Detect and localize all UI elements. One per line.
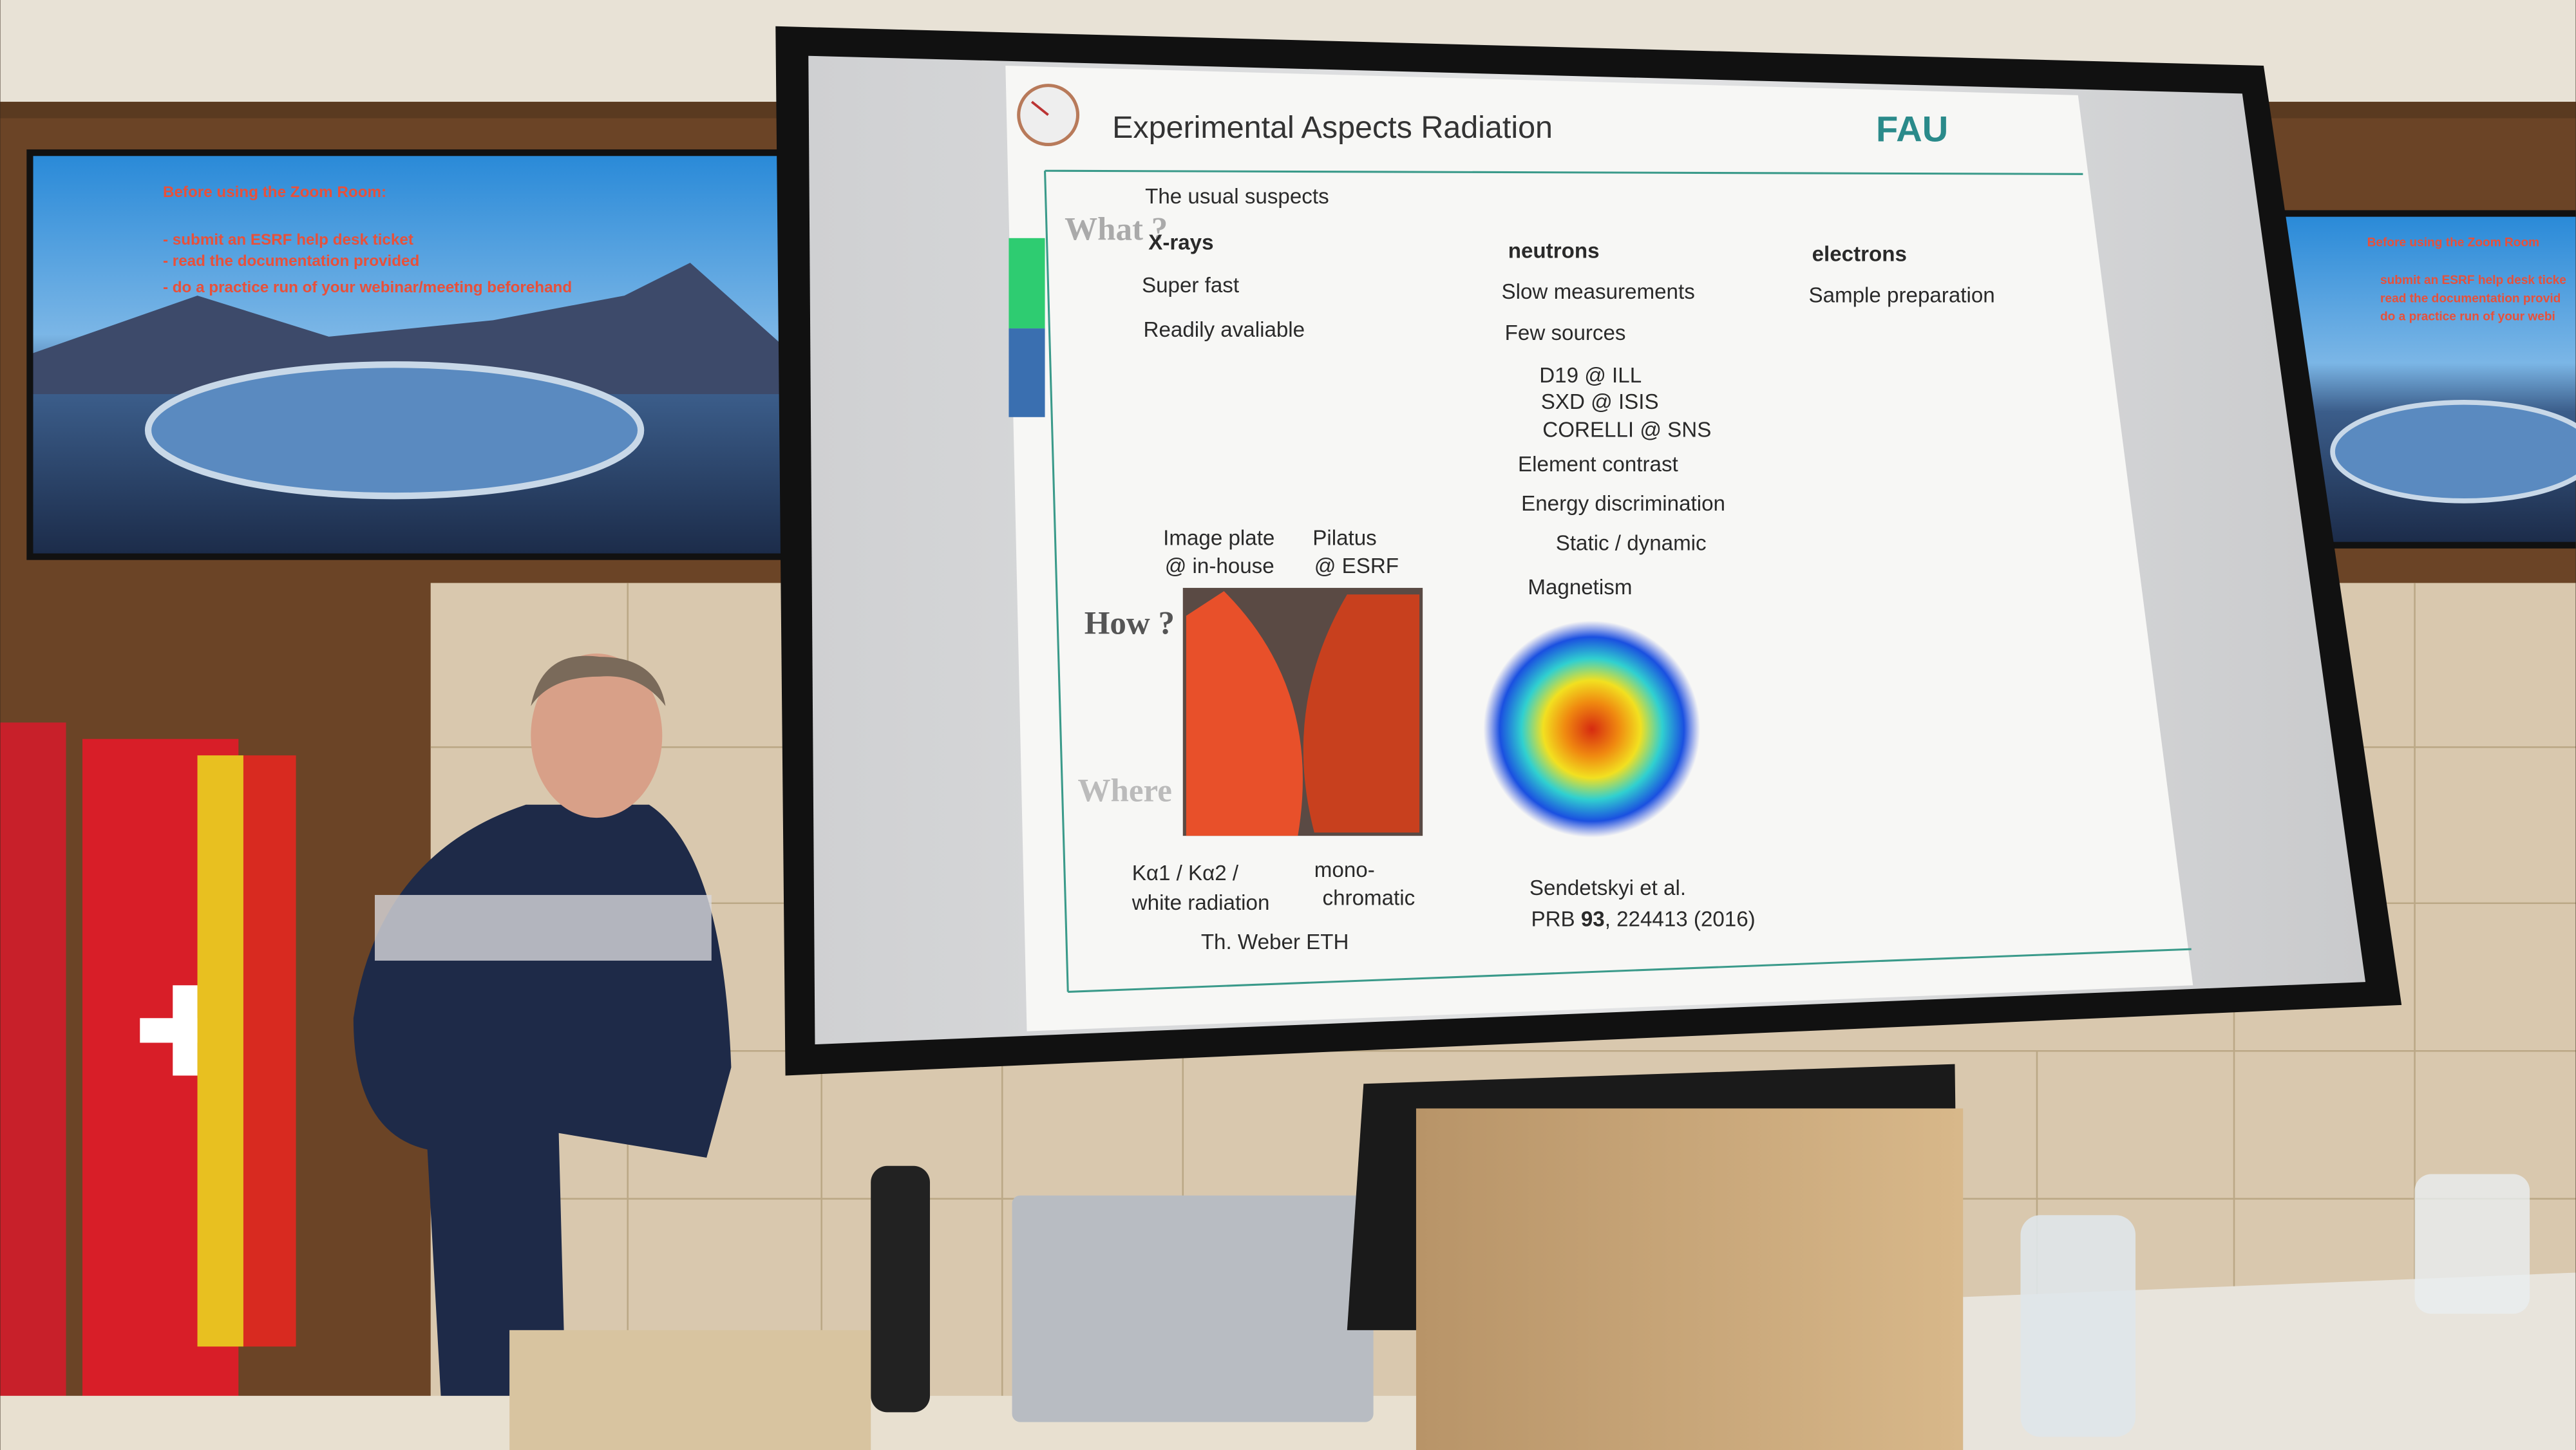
slide-text: Kα1 / Kα2 /: [1132, 862, 1239, 885]
slide-text: Super fast: [1142, 274, 1239, 297]
magnetism-map: [1483, 621, 1701, 838]
ref-part: 93: [1581, 907, 1605, 931]
reference: PRB 93, 224413 (2016): [1531, 907, 1755, 931]
flag: [243, 755, 296, 1347]
logo: FAU: [1876, 108, 1948, 149]
speaker-body: [353, 804, 732, 1450]
slide-text: @ ESRF: [1314, 554, 1399, 578]
screen-item: - read the documentation provided: [163, 252, 419, 270]
slide-accent: [1009, 328, 1045, 417]
slide-text: Few sources: [1505, 321, 1626, 345]
box: [509, 1330, 871, 1450]
slide-accent: [1009, 238, 1045, 329]
slide-text: Th. Weber ETH: [1201, 930, 1349, 954]
slide-text: @ in-house: [1165, 554, 1274, 578]
screen-item: read the documentation provid: [2380, 292, 2561, 305]
ref-part: , 224413 (2016): [1605, 907, 1756, 931]
screen-item: do a practice run of your webi: [2380, 310, 2555, 323]
slide-rule: [1044, 171, 1069, 992]
ref-part: PRB: [1531, 907, 1580, 931]
slide-text: white radiation: [1132, 891, 1270, 915]
bottle: [2020, 1215, 2136, 1437]
diffraction-half: [1303, 594, 1420, 833]
speaker-head: [531, 654, 663, 818]
slide-text: Static / dynamic: [1556, 531, 1707, 555]
flag: [0, 722, 66, 1413]
screen-item: - do a practice run of your webinar/meet…: [163, 279, 572, 296]
slide-text: Magnetism: [1528, 576, 1632, 599]
screen-heading: Before using the Zoom Room: [2367, 236, 2540, 250]
slide-text: D19 @ ILL: [1539, 364, 1642, 388]
slide-text: SXD @ ISIS: [1541, 390, 1659, 414]
slide-text: Energy discrimination: [1521, 492, 1725, 516]
column-heading: electrons: [1812, 243, 1907, 267]
podium: [1416, 1108, 1964, 1450]
slide-text: Readily avaliable: [1144, 318, 1305, 342]
laptop: [1012, 1195, 1374, 1422]
speaker-hair: [531, 655, 666, 706]
row-label: What ?: [1065, 211, 1168, 247]
slide-text: Sendetskyi et al.: [1530, 876, 1686, 900]
mountains: [33, 263, 782, 395]
flag-cross: [140, 985, 231, 1076]
screen-item: - submit an ESRF help desk ticket: [163, 231, 413, 249]
column-heading: X-rays: [1148, 231, 1213, 255]
jug: [2414, 1174, 2530, 1314]
screen-heading: Before using the Zoom Room:: [163, 184, 386, 201]
slide-text: Sample preparation: [1808, 283, 1994, 307]
synchrotron: [144, 361, 645, 500]
slide-rule: [1068, 948, 2192, 993]
slide-text: CORELLI @ SNS: [1542, 418, 1711, 442]
slide-rule: [1045, 169, 2083, 175]
row-label: How ?: [1084, 605, 1175, 641]
slide-text: Pilatus: [1312, 527, 1376, 551]
sweater-pattern: [374, 894, 712, 961]
row-label: Where: [1078, 773, 1172, 809]
slide-text: Element contrast: [1518, 453, 1678, 476]
slide-text: Image plate: [1163, 527, 1274, 551]
slide-title: Experimental Aspects Radiation: [1112, 110, 1553, 145]
screen-item: submit an ESRF help desk ticke: [2380, 274, 2566, 287]
slide-text: mono-: [1314, 858, 1375, 882]
clock-hand: [1030, 100, 1049, 117]
slide-text: chromatic: [1323, 886, 1416, 910]
synchrotron: [2330, 400, 2576, 504]
slide-text: Slow measurements: [1502, 280, 1695, 304]
slide-text: The usual suspects: [1145, 185, 1329, 209]
diffraction-half: [1186, 591, 1303, 836]
column-heading: neutrons: [1508, 239, 1600, 263]
microphone: [871, 1165, 931, 1413]
flag: [197, 755, 243, 1347]
